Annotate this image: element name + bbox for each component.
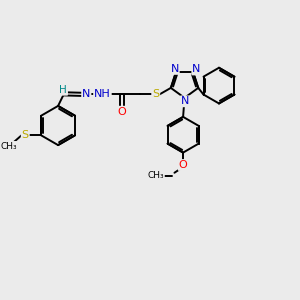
Text: NH: NH [94,89,111,99]
Text: O: O [179,160,188,170]
Text: S: S [22,130,29,140]
Text: N: N [82,89,91,99]
Text: CH₃: CH₃ [147,171,164,180]
Text: O: O [118,107,126,117]
Text: N: N [170,64,179,74]
Text: H: H [59,85,67,95]
Text: S: S [152,89,159,99]
Text: N: N [192,64,201,74]
Text: CH₃: CH₃ [0,142,17,151]
Text: N: N [181,96,189,106]
